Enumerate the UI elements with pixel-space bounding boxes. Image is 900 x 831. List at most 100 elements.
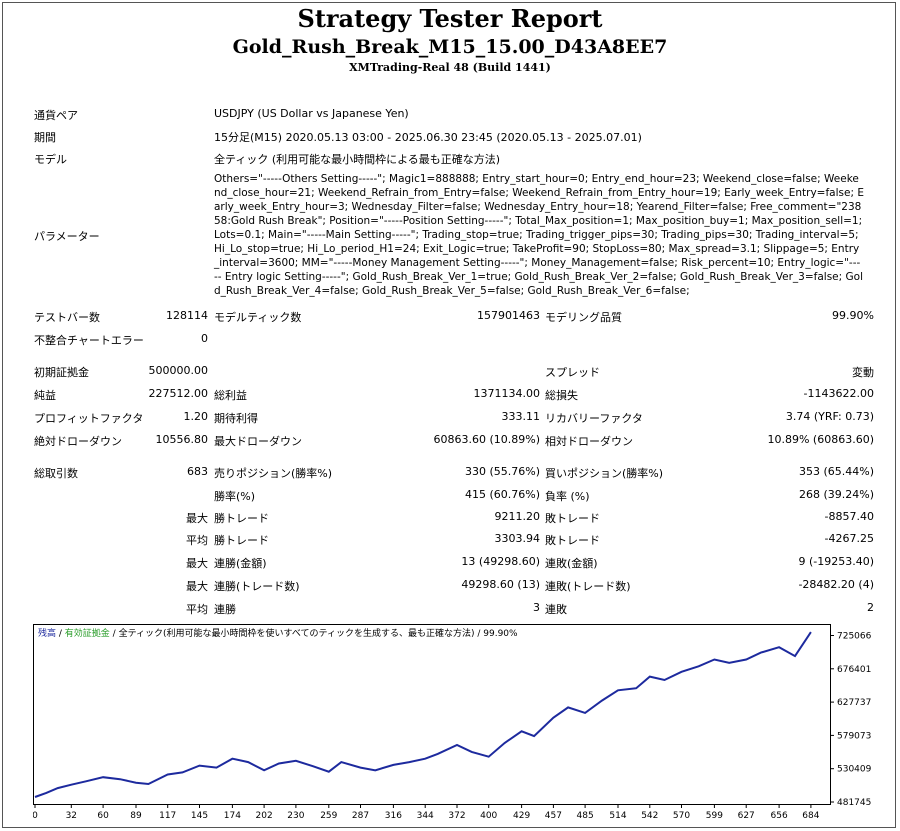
x-tick-label-13: 372	[448, 811, 465, 821]
x-tick-label-4: 117	[159, 811, 176, 821]
x-tick-label-20: 570	[673, 811, 690, 821]
x-tick-label-3: 89	[130, 811, 142, 821]
params-label: パラメーター	[34, 230, 100, 243]
y-tick-label-2: 579073	[837, 731, 871, 741]
x-tick-label-14: 400	[480, 811, 497, 821]
max-consec-profit-label: 連勝(トレード数)	[214, 580, 300, 593]
balance-chart: 0 32 60 89 117 145 174 202 230 259 287 316 344 372 400…	[33, 624, 872, 821]
gross-loss-label: 総損失	[545, 389, 578, 402]
max-consec-win-label: 連勝(金額)	[214, 557, 267, 570]
max-consec-loss-label: 連敗(金額)	[545, 557, 598, 570]
short-label: 売りポジション(勝率%)	[214, 467, 333, 480]
trades-label: 総取引数	[34, 467, 78, 480]
x-tick-label-24: 684	[802, 811, 819, 821]
largest-loss-value: -8857.40	[824, 510, 874, 523]
series-line-0	[34, 631, 812, 798]
abs-dd-value: 10556.80	[155, 433, 209, 446]
pf-label: プロフィットファクタ	[34, 412, 144, 425]
gross-loss-value: -1143622.00	[803, 387, 874, 400]
x-tick-label-21: 599	[706, 811, 723, 821]
short-value: 330 (55.76%)	[464, 465, 540, 478]
chart-legend: 残高 / 有効証拠金 / 全ティック(利用可能な最小時間枠を使いすべてのティック…	[38, 626, 518, 639]
x-tick-label-8: 230	[287, 811, 304, 821]
loss-rate-value: 268 (39.24%)	[798, 488, 874, 501]
max-dd-value: 60863.60 (10.89%)	[433, 433, 540, 446]
y-tick-label-0: 481745	[837, 798, 871, 808]
y-tick-label-1: 530409	[837, 765, 872, 775]
gross-profit-label: 総利益	[214, 389, 247, 402]
spread-label: スプレッド	[545, 366, 600, 379]
ticks-label: モデルティック数	[214, 311, 302, 324]
long-label: 買いポジション(勝率%)	[545, 467, 664, 480]
x-tick-label-12: 344	[417, 811, 434, 821]
x-tick-label-1: 32	[66, 811, 77, 821]
x-tick-label-0: 0	[33, 811, 38, 821]
max-label-1: 最大	[186, 512, 208, 525]
period-value: 15分足(M15) 2020.05.13 03:00 - 2025.06.30 …	[214, 131, 642, 144]
server-info: XMTrading-Real 48 (Build 1441)	[349, 61, 551, 74]
avg-consec-win-label: 連勝	[214, 603, 236, 616]
max-dd-label: 最大ドローダウン	[214, 435, 302, 448]
avg-label-1: 平均	[186, 534, 208, 547]
max-consec-profit-value: 49298.60 (13)	[461, 578, 540, 591]
max-label-2: 最大	[186, 557, 208, 570]
expert-name: Gold_Rush_Break_M15_15.00_D43A8EE7	[232, 36, 668, 58]
gross-profit-value: 1371134.00	[473, 387, 540, 400]
legend-model-quality: 全ティック(利用可能な最小時間枠を使いすべてのティックを生成する、最も正確な方法…	[118, 629, 518, 639]
x-tick-label-5: 145	[191, 811, 208, 821]
win-rate-label: 勝率(%)	[214, 490, 256, 503]
largest-win-label: 勝トレード	[214, 512, 269, 525]
period-label: 期間	[34, 131, 56, 144]
trades-value: 683	[187, 465, 208, 478]
loss-rate-label: 負率 (%)	[545, 490, 590, 503]
net-label: 純益	[34, 389, 56, 402]
long-value: 353 (65.44%)	[798, 465, 874, 478]
bars-label: テストバー数	[34, 311, 100, 324]
model-value: 全ティック (利用可能な最小時間枠による最も正確な方法)	[214, 153, 501, 166]
rel-dd-value: 10.89% (60863.60)	[767, 433, 874, 446]
avg-loss-label: 敗トレード	[545, 534, 600, 547]
x-tick-label-7: 202	[256, 811, 273, 821]
avg-consec-loss-value: 2	[867, 601, 874, 614]
max-consec-lossamt-value: -28482.20 (4)	[798, 578, 874, 591]
legend-balance: 残高	[38, 629, 57, 639]
x-tick-label-19: 542	[641, 811, 658, 821]
avg-consec-loss-label: 連敗	[545, 603, 567, 616]
max-consec-win-value: 13 (49298.60)	[461, 555, 540, 568]
deposit-value: 500000.00	[148, 364, 209, 377]
legend-sep-2: /	[109, 629, 119, 639]
recovery-label: リカバリーファクタ	[545, 412, 643, 425]
x-tick-label-15: 429	[513, 811, 530, 821]
net-value: 227512.00	[148, 387, 209, 400]
y-tick-label-5: 725066	[837, 632, 872, 642]
rel-dd-label: 相対ドローダウン	[545, 435, 633, 448]
quality-value: 99.90%	[832, 309, 874, 322]
recovery-value: 3.74 (YRF: 0.73)	[785, 410, 874, 423]
legend-equity: 有効証拠金	[64, 629, 110, 639]
x-tick-label-18: 514	[609, 811, 626, 821]
x-tick-label-16: 457	[545, 811, 562, 821]
max-consec-loss-value: 9 (-19253.40)	[798, 555, 874, 568]
avg-consec-win-value: 3	[533, 601, 540, 614]
largest-win-value: 9211.20	[494, 510, 541, 523]
report-title: Strategy Tester Report	[297, 4, 603, 33]
x-tick-label-6: 174	[224, 811, 241, 821]
bars-value: 128114	[166, 309, 208, 322]
symbol-value: USDJPY (US Dollar vs Japanese Yen)	[214, 107, 409, 120]
mismatch-label: 不整合チャートエラー	[34, 334, 144, 347]
params-value: Others="-----Others Setting-----"; Magic…	[214, 173, 864, 297]
avg-loss-value: -4267.25	[824, 532, 874, 545]
win-rate-value: 415 (60.76%)	[464, 488, 540, 501]
expected-label: 期待利得	[214, 412, 258, 425]
symbol-label: 通貨ペア	[34, 109, 78, 122]
y-tick-label-4: 676401	[837, 665, 871, 675]
legend-sep-1: /	[56, 629, 65, 639]
avg-label-2: 平均	[186, 603, 208, 616]
pf-value: 1.20	[183, 410, 209, 423]
spread-value: 変動	[852, 366, 874, 379]
avg-win-value: 3303.94	[494, 532, 541, 545]
y-tick-label-3: 627737	[837, 698, 871, 708]
x-tick-label-22: 627	[738, 811, 755, 821]
quality-label: モデリング品質	[545, 311, 622, 324]
